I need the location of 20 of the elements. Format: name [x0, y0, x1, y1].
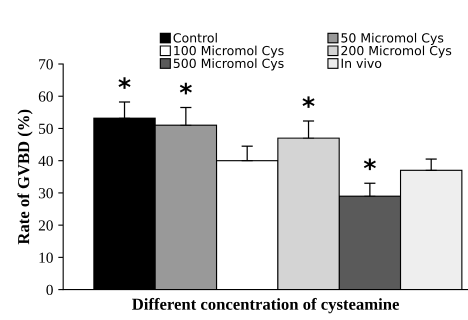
y-tick-label: 0 — [46, 284, 53, 296]
y-tick-label: 50 — [39, 124, 53, 134]
y-tick-label: 60 — [38, 91, 53, 102]
y-tick-label: 20 — [38, 220, 53, 231]
data-label: * — [364, 158, 376, 170]
y-tick-label: 10 — [40, 252, 53, 263]
data-label: * — [302, 96, 315, 108]
legend-label: 50 Micromol Cys — [341, 32, 444, 45]
legend-label: 200 Micromol Cys — [341, 46, 452, 58]
y-tick-label: 30 — [38, 188, 53, 198]
x-axis-title: Different concentration of cysteamine — [132, 298, 399, 314]
legend-label: 100 Micromol Cys — [174, 46, 284, 58]
data-label: * — [118, 77, 131, 89]
y-axis-title: Rate of GVBD (%) — [17, 110, 33, 244]
legend-label: Control — [174, 32, 217, 43]
y-tick-label: 40 — [38, 156, 53, 166]
legend-label: In vivo — [342, 58, 382, 68]
data-label: * — [180, 82, 192, 94]
legend-label: 500 Micromol Cys — [174, 58, 284, 70]
y-tick-label: 70 — [39, 59, 53, 70]
